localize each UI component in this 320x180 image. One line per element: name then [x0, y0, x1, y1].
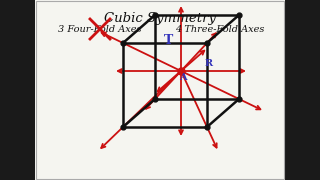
Text: T: T — [164, 35, 174, 48]
Bar — [36, 1, 284, 179]
Text: R: R — [205, 58, 213, 68]
Text: Cubic Symmetry: Cubic Symmetry — [104, 12, 216, 25]
Bar — [35, 0, 285, 180]
Text: A: A — [179, 73, 187, 82]
Text: 3 Four-Fold Axes: 3 Four-Fold Axes — [58, 24, 142, 33]
Bar — [0, 0, 35, 180]
Bar — [285, 0, 320, 180]
Text: 4 Three-Fold Axes: 4 Three-Fold Axes — [175, 24, 265, 33]
